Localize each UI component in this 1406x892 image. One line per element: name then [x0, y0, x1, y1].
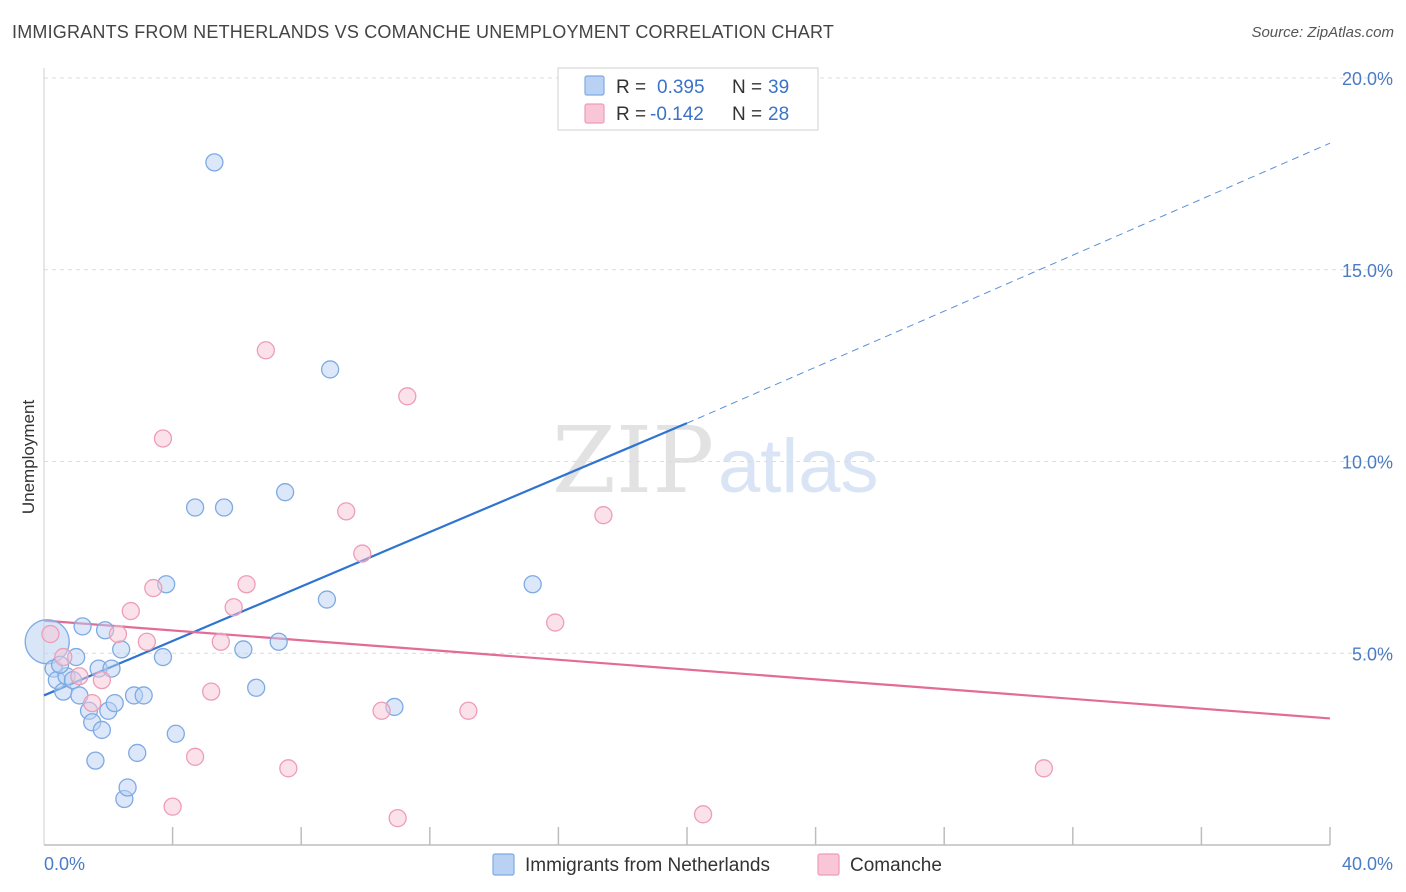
point-pink-26 — [693, 805, 713, 824]
watermark-atlas: atlas — [718, 424, 879, 509]
trendline-pink — [43, 619, 1331, 720]
point-pink-19 — [353, 544, 372, 563]
trendline-blue-extension — [686, 142, 1331, 424]
y-tick-labels: 5.0% 10.0% 15.0% 20.0% — [1342, 69, 1393, 664]
point-blue-17 — [105, 693, 124, 713]
series-legend-label-blue: Immigrants from Netherlands — [525, 855, 770, 876]
point-pink-24 — [546, 613, 565, 632]
point-blue-24 — [153, 647, 173, 667]
x-tick-label-min: 0.0% — [44, 854, 85, 874]
y-tick-label-3: 20.0% — [1342, 69, 1393, 89]
point-pink-4 — [92, 670, 112, 690]
point-blue-30 — [234, 640, 253, 659]
stats-legend-n-value-blue: 39 — [768, 77, 789, 98]
y-tick-label-2: 15.0% — [1342, 261, 1393, 281]
point-blue-11 — [86, 751, 105, 770]
point-blue-27 — [185, 498, 205, 517]
point-blue-18 — [112, 640, 131, 659]
point-blue-31 — [247, 678, 266, 697]
point-pink-12 — [202, 682, 221, 701]
chart-title: IMMIGRANTS FROM NETHERLANDS VS COMANCHE … — [12, 22, 835, 42]
point-blue-22 — [128, 743, 147, 763]
y-axis-label: Unemployment — [19, 400, 38, 515]
stats-legend-swatch-pink — [584, 103, 605, 124]
stats-legend: R = 0.395 N = 39 R = -0.142 N = 28 — [557, 67, 819, 131]
stats-legend-n-label-pink: N = — [732, 104, 767, 125]
point-blue-8 — [73, 617, 92, 636]
point-pink-2 — [70, 667, 89, 686]
point-pink-27 — [1034, 759, 1054, 778]
y-tick-label-1: 10.0% — [1342, 453, 1393, 473]
stats-legend-r-value-pink: -0.142 — [650, 104, 704, 125]
series-legend-label-pink: Comanche — [850, 855, 942, 876]
point-pink-14 — [224, 598, 243, 617]
point-blue-35 — [320, 360, 340, 379]
point-pink-13 — [211, 632, 230, 651]
point-pink-17 — [279, 759, 298, 778]
point-pink-6 — [121, 601, 140, 621]
point-pink-3 — [83, 693, 102, 713]
stats-legend-r-value-blue: 0.395 — [657, 77, 705, 98]
point-pink-16 — [256, 341, 275, 360]
axes — [43, 68, 1331, 846]
point-pink-22 — [398, 387, 417, 406]
point-pink-1 — [54, 647, 73, 667]
point-pink-7 — [137, 632, 157, 651]
point-blue-37 — [523, 575, 542, 594]
point-pink-9 — [153, 429, 173, 448]
point-blue-23 — [134, 686, 153, 705]
series-legend-swatch-blue — [492, 853, 515, 876]
stats-legend-r-label-blue: R = — [616, 77, 651, 98]
grid — [44, 77, 1393, 654]
point-pink-20 — [372, 701, 391, 720]
series-legend-swatch-pink — [817, 853, 840, 876]
point-pink-15 — [237, 575, 256, 594]
point-blue-32 — [269, 632, 288, 651]
point-blue-33 — [275, 483, 295, 502]
point-pink-21 — [388, 809, 407, 828]
watermark: ZIP atlas — [552, 407, 879, 514]
point-pink-11 — [185, 747, 205, 766]
stats-legend-n-value-pink: 28 — [768, 104, 789, 125]
y-tick-label-0: 5.0% — [1352, 644, 1393, 664]
stats-legend-r-label-pink: R = — [616, 104, 651, 125]
point-pink-5 — [108, 624, 128, 644]
point-blue-34 — [317, 590, 337, 609]
point-blue-26 — [166, 724, 185, 743]
point-blue-20 — [118, 778, 137, 797]
point-pink-10 — [163, 797, 182, 816]
points — [24, 153, 1054, 828]
point-blue-29 — [214, 498, 234, 517]
point-pink-18 — [337, 502, 356, 521]
point-blue-28 — [205, 153, 224, 172]
point-pink-23 — [459, 701, 478, 720]
stats-legend-swatch-blue — [584, 75, 605, 96]
point-pink-0 — [41, 624, 60, 644]
chart-source: Source: ZipAtlas.com — [1251, 24, 1394, 41]
x-tick-label-max: 40.0% — [1342, 854, 1393, 874]
series-legend: Immigrants from Netherlands Comanche — [492, 853, 942, 876]
point-pink-8 — [144, 578, 163, 598]
point-blue-13 — [92, 720, 112, 740]
point-pink-25 — [594, 506, 613, 525]
watermark-zip: ZIP — [552, 407, 714, 514]
stats-legend-n-label-blue: N = — [732, 77, 767, 98]
